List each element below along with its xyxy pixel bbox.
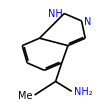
Text: NH: NH [48,9,63,19]
Text: N: N [84,17,91,27]
Text: NH₂: NH₂ [74,87,93,96]
Text: Me: Me [18,90,32,100]
